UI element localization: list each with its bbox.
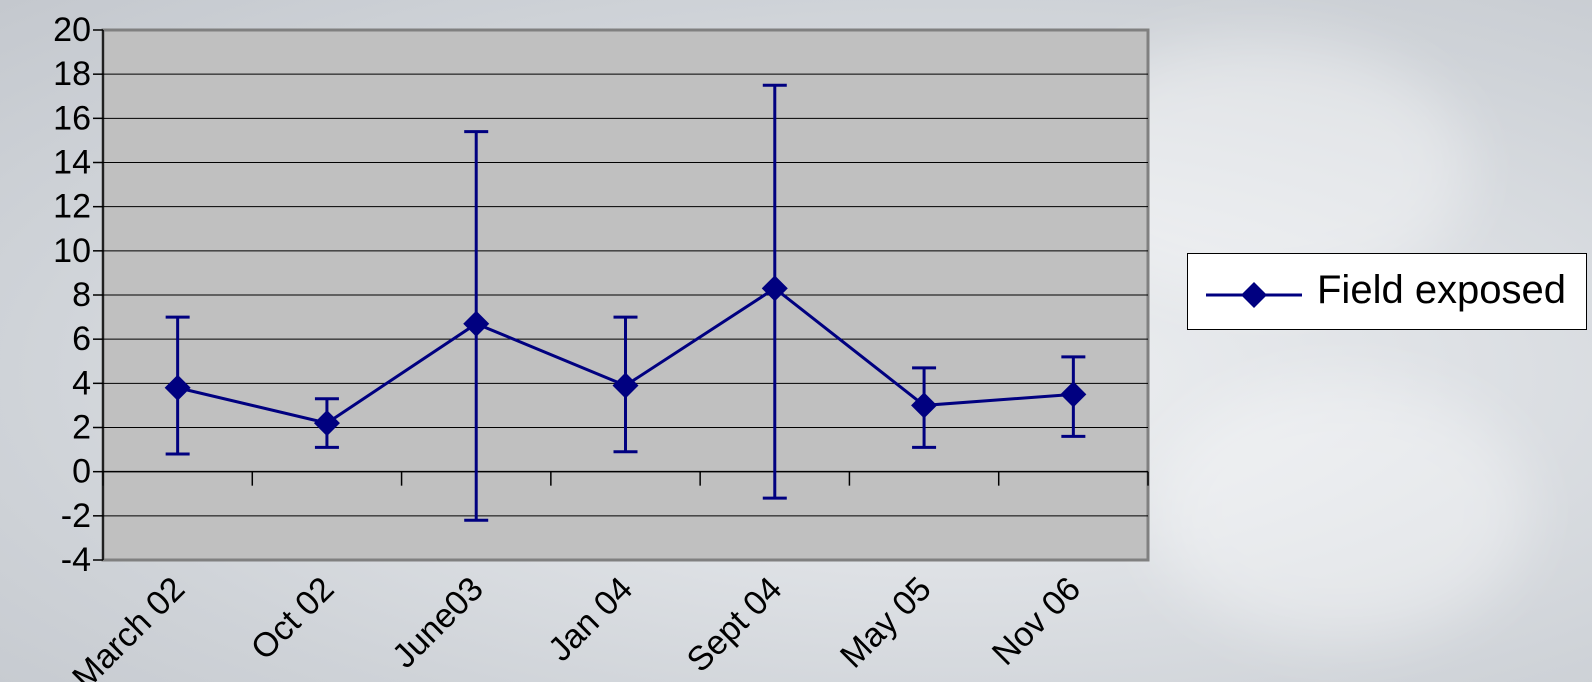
x-tick-label: Jan 04 [541, 570, 640, 669]
data-point [463, 310, 490, 337]
y-tick-label: 10 [53, 232, 91, 270]
x-tick-label: Nov 06 [985, 570, 1088, 673]
y-tick-label: 0 [72, 453, 91, 491]
data-point [761, 275, 788, 302]
data-point [911, 392, 938, 419]
x-tick-label: May 05 [833, 570, 939, 676]
y-tick-label: 18 [53, 55, 91, 93]
y-tick-label: -2 [61, 497, 91, 535]
data-point [612, 372, 639, 399]
series-field-exposed [164, 83, 1087, 522]
y-tick-label: 14 [53, 144, 91, 182]
y-tick-label: 20 [53, 11, 91, 49]
y-tick-label: 6 [72, 320, 91, 358]
x-tick-label: June03 [385, 570, 491, 676]
legend-marker-icon [1206, 282, 1302, 308]
background-highlight [1150, 380, 1530, 640]
legend: Field exposed [1187, 253, 1587, 330]
data-point [1060, 381, 1087, 408]
y-tick-label: 12 [53, 188, 91, 226]
legend-label: Field exposed [1317, 268, 1567, 312]
x-tick-label: Sept 04 [680, 570, 790, 680]
data-point [164, 374, 191, 401]
y-tick-label: 2 [72, 409, 91, 447]
y-tick-label: 8 [72, 276, 91, 314]
x-tick-label: Oct 02 [244, 570, 342, 668]
y-tick-label: 16 [53, 99, 91, 137]
y-tick-label: -4 [61, 541, 91, 579]
data-point [313, 410, 340, 437]
x-tick-label: March 02 [65, 570, 192, 682]
y-tick-label: 4 [72, 364, 91, 402]
